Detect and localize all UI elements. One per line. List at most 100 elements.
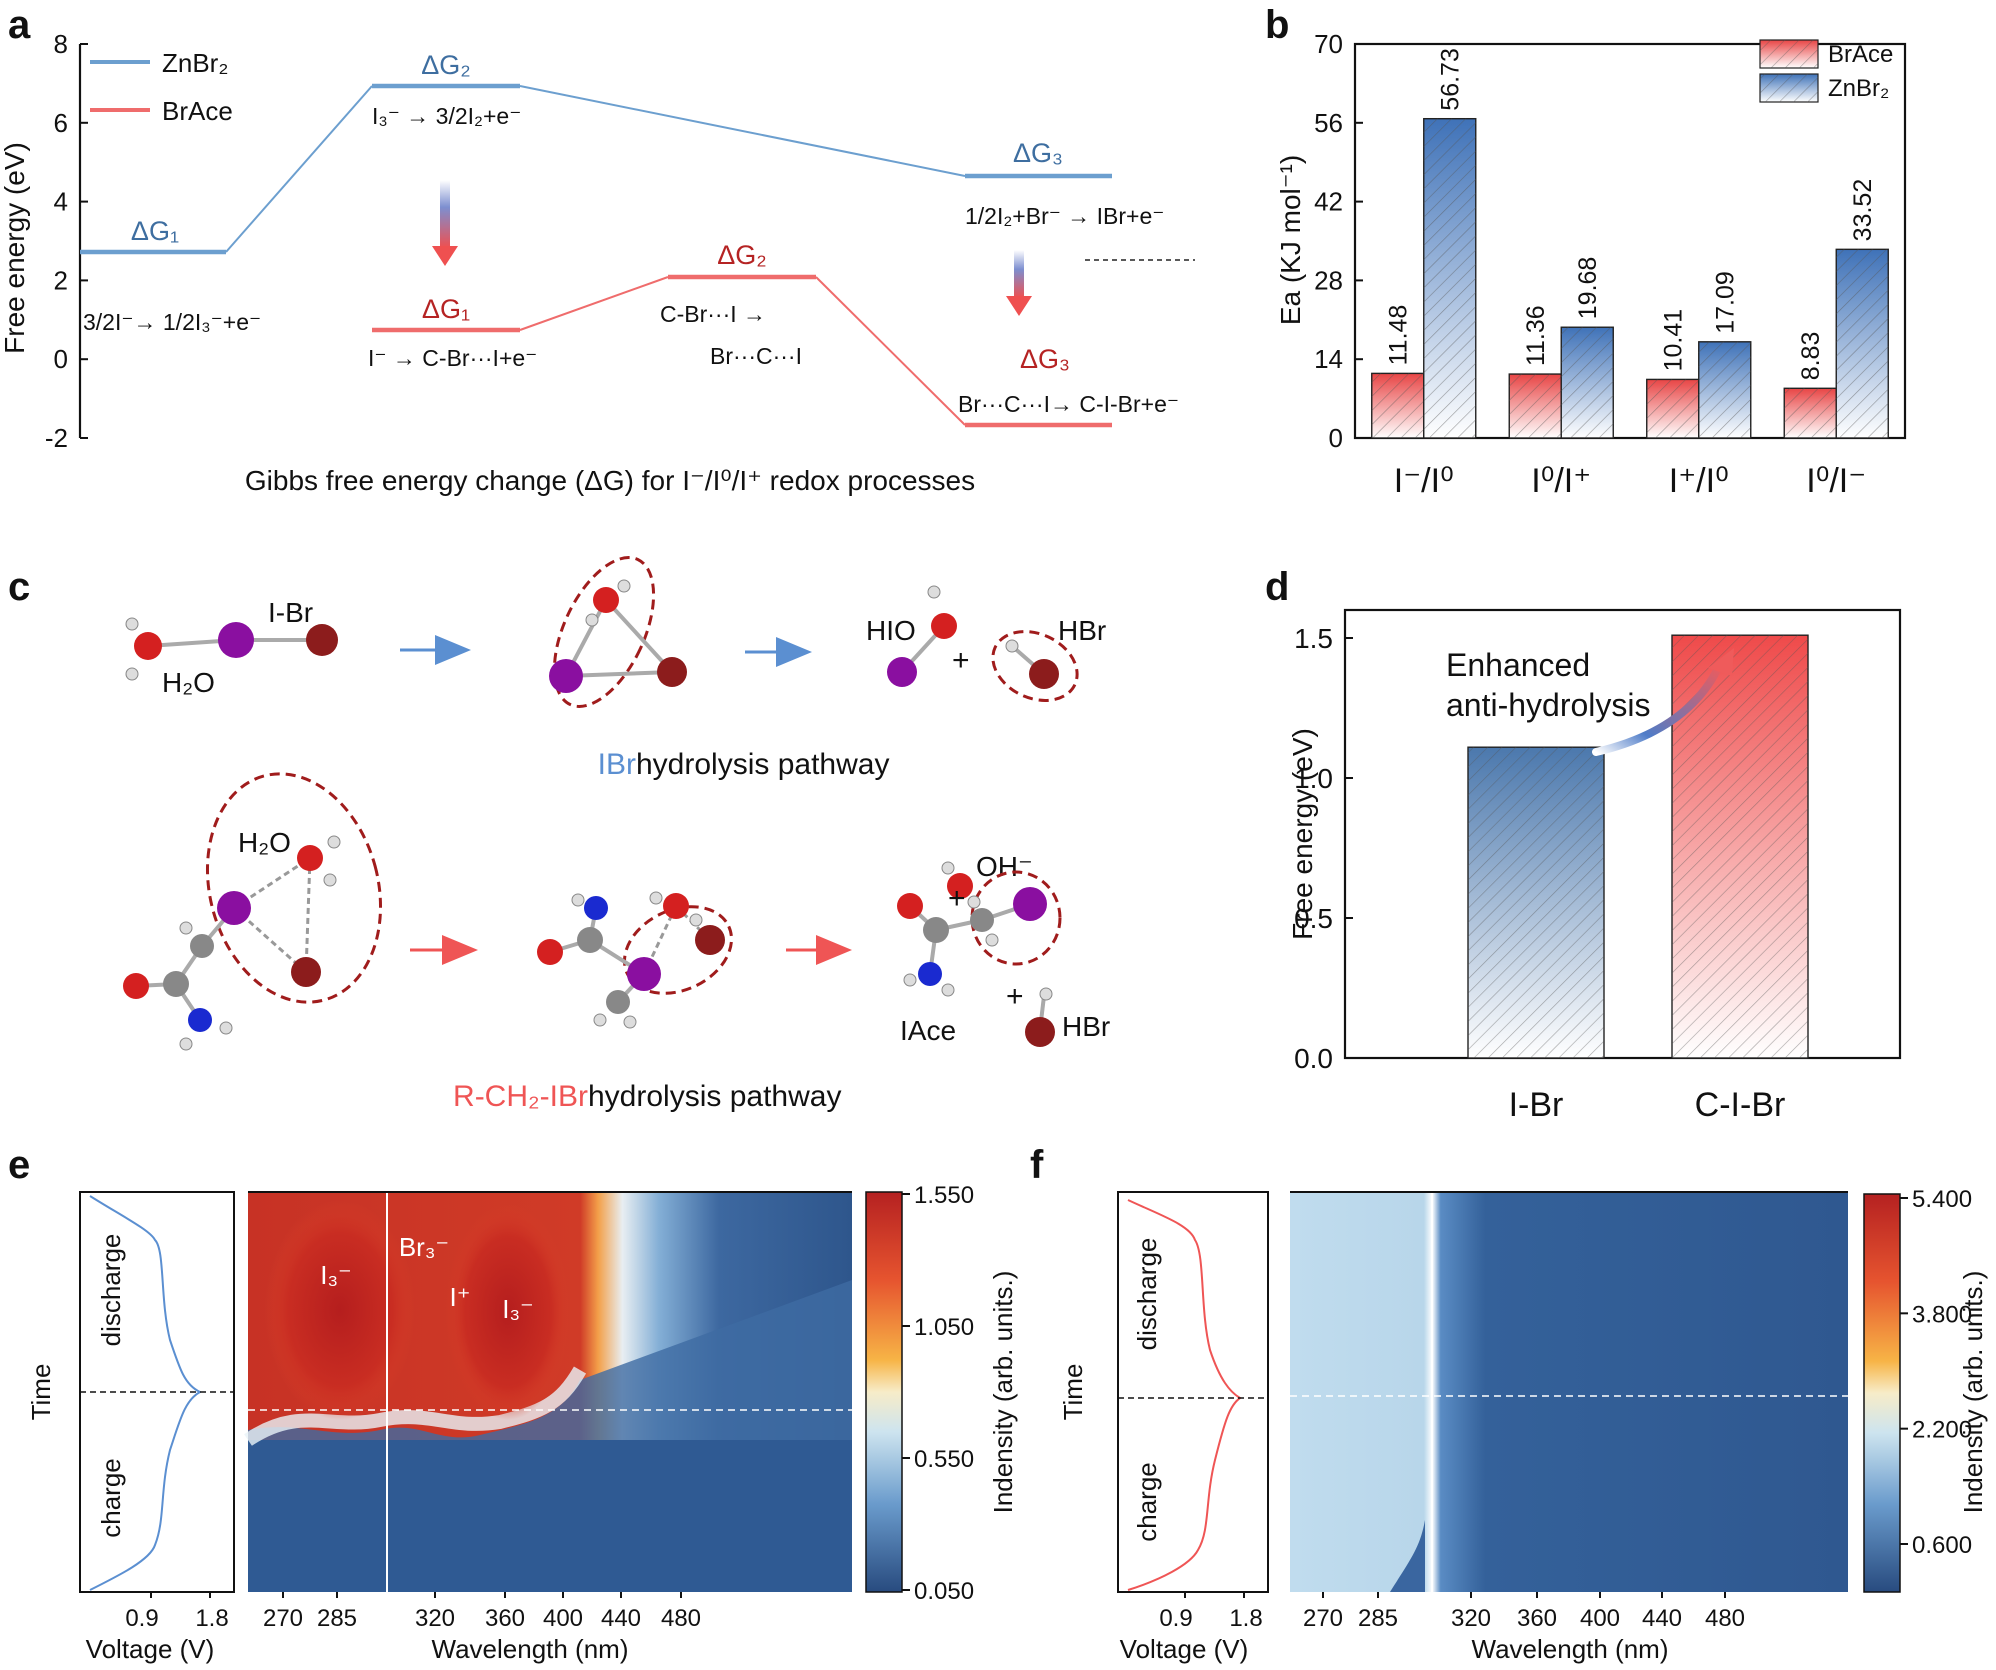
dashed-highlight: [970, 870, 1062, 966]
brace-reaction-1: I⁻ → C-Br···I+e⁻: [368, 345, 537, 371]
cb-tick-label: 3.800: [1912, 1301, 1972, 1328]
e-vtick-label-2: 1.8: [195, 1605, 228, 1632]
zn-reaction-3: 1/2I₂+Br⁻ → IBr+e⁻: [965, 203, 1164, 229]
panel-a-label: a: [8, 3, 31, 47]
label-ibr: I-Br: [268, 597, 313, 628]
b-bar-value-label: 19.68: [1574, 257, 1602, 320]
annotation-curve-arrowhead: [1708, 648, 1734, 676]
e-charge-label: charge: [96, 1458, 126, 1538]
f-voltage-label: Voltage (V): [1120, 1634, 1249, 1664]
f-voltage-frame: [1117, 1191, 1269, 1593]
f-charge-label: charge: [1132, 1462, 1162, 1542]
atom-o: [947, 873, 973, 899]
b-bar-value-label: 11.36: [1522, 305, 1550, 366]
zn-dg3-label: ΔG₃: [1013, 138, 1063, 168]
bond: [304, 857, 312, 973]
bond: [565, 670, 673, 678]
d-ytick-label: 0.0: [1294, 1043, 1333, 1074]
b-bar-value-label: 8.83: [1797, 332, 1825, 381]
e-peak-label-2: Br₃⁻: [399, 1232, 449, 1262]
b-bar-hatch: [1646, 379, 1699, 438]
wl-tick-label: 320: [415, 1605, 455, 1632]
a-ytick-label: 2: [54, 265, 68, 295]
atom-h: [179, 921, 193, 935]
atom-h: [1005, 639, 1019, 653]
cb-tick-label: 0.050: [914, 1578, 974, 1605]
brace-dg2-label: ΔG₂: [717, 240, 767, 270]
b-ytick-label: 14: [1314, 344, 1343, 374]
chart-a-xlabel: Gibbs free energy change (ΔG) for I⁻/I⁰/…: [245, 465, 975, 496]
atom-br: [1029, 659, 1059, 689]
brace-connector-2: [815, 276, 966, 426]
e-time-label: Time: [26, 1364, 56, 1421]
wl-tick-label: 360: [485, 1605, 525, 1632]
atom-h: [927, 585, 941, 599]
label-plus-3: +: [1006, 980, 1024, 1013]
wl-tick-label: 480: [661, 1605, 701, 1632]
wl-tick-label: 270: [263, 1605, 303, 1632]
annotation-curve-arrow: [1592, 660, 1724, 756]
atom-i: [1013, 887, 1047, 921]
chart-d-y-ticks: 0.0 0.5 1.0 1.5: [1294, 623, 1353, 1074]
atom-br: [695, 925, 725, 955]
b-ytick-label: 56: [1314, 108, 1343, 138]
panel-f-label: f: [1030, 1143, 1044, 1187]
b-bar-hatch: [1836, 249, 1889, 438]
wl-tick-label: 480: [1705, 1605, 1745, 1632]
a-ytick-label: 8: [54, 29, 68, 59]
legend-b-brace-label: BrAce: [1828, 41, 1893, 68]
b-bar-value-label: 11.48: [1385, 305, 1413, 366]
b-ytick-label: 0: [1329, 423, 1343, 453]
f-vtick-label-2: 1.8: [1229, 1605, 1262, 1632]
brace-connector-1: [519, 276, 669, 331]
atom-c: [970, 908, 994, 932]
caption-bottom-rest: hydrolysis pathway: [588, 1080, 841, 1113]
panel-b-label: b: [1265, 3, 1289, 47]
atom-c: [577, 927, 603, 953]
cb-tick-label: 2.200: [1912, 1417, 1972, 1444]
cb-tick-label: 1.550: [914, 1182, 974, 1209]
panel-f: discharge charge Time 0.9 1.8 Voltage (V…: [1058, 1186, 1988, 1664]
wl-tick-label: 440: [601, 1605, 641, 1632]
atom-o: [663, 893, 689, 919]
atom-i: [218, 622, 254, 658]
atom-h: [219, 1021, 233, 1035]
atom-o: [297, 845, 323, 871]
label-hbr-bottom: HBr: [1062, 1011, 1110, 1042]
b-category-label: I⁰/I⁻: [1806, 462, 1866, 500]
chart-b-bars: 11.48 56.73 11.36 19.68 10.41 17.09 8.83 33.52: [1371, 48, 1889, 439]
legend-znbr2-label: ZnBr₂: [162, 48, 228, 78]
d-ytick-label: 1.5: [1294, 623, 1333, 654]
label-h2o: H₂O: [162, 667, 215, 698]
wl-tick-label: 440: [1642, 1605, 1682, 1632]
brace-reaction-2b: Br···C···I: [710, 343, 802, 369]
atom-h: [323, 873, 337, 887]
b-ytick-label: 42: [1314, 187, 1343, 217]
atom-h: [941, 861, 955, 875]
e-voltage-label: Voltage (V): [86, 1634, 215, 1664]
atom-o: [537, 939, 563, 965]
zn-dg1-label: ΔG₁: [131, 216, 179, 246]
f-heatmap-base: [1290, 1192, 1848, 1592]
label-plus-1: +: [952, 644, 970, 677]
atom-h: [903, 973, 917, 987]
label-oh: OH⁻: [976, 851, 1033, 882]
chart-b-y-ticks: 0 14 28 42 56 70: [1314, 29, 1363, 453]
e-voltage-curve: [89, 1195, 203, 1591]
atom-i: [217, 891, 251, 925]
b-ytick-label: 28: [1314, 265, 1343, 295]
wl-tick-label: 320: [1451, 1605, 1491, 1632]
atom-h: [327, 835, 341, 849]
chart-b: 0 14 28 42 56 70 Ea (KJ mol⁻¹) 11.48 56.73 11.3…: [1275, 29, 1907, 500]
f-wavelength-ticks: 270 285 320 360 400 440 480: [1303, 1592, 1745, 1632]
atom-n: [188, 1008, 212, 1032]
f-heatmap: [1290, 1191, 1848, 1592]
wl-tick-label: 400: [1580, 1605, 1620, 1632]
label-plus-2: +: [948, 882, 966, 915]
e-wavelength-label: Wavelength (nm): [432, 1634, 629, 1664]
atom-h: [967, 895, 981, 909]
atom-h: [985, 933, 999, 947]
legend-b-brace-hatch: [1760, 40, 1818, 68]
atom-o: [931, 613, 957, 639]
